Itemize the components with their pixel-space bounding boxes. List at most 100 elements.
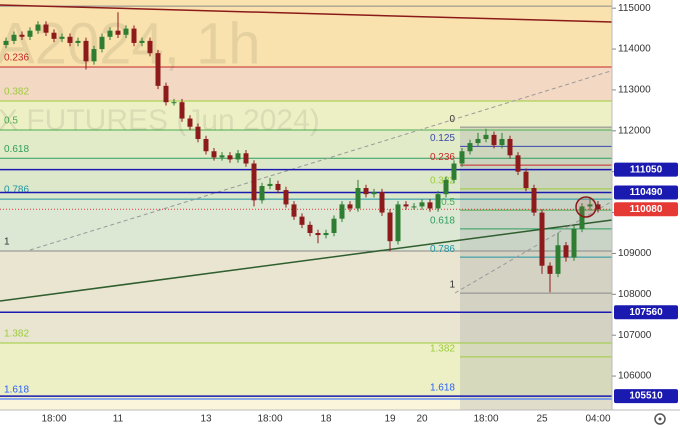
fib-label: 1 [449, 280, 455, 291]
candle-body [99, 36, 105, 50]
x-tick-label: 13 [200, 414, 212, 425]
fib-band [0, 342, 612, 399]
candle-body [475, 138, 481, 144]
candle-body [395, 204, 401, 242]
gear-center[interactable] [658, 417, 662, 421]
candle-body [115, 30, 121, 35]
x-tick-label: 11 [113, 414, 124, 425]
candle-body [499, 138, 505, 146]
candle-body [403, 204, 409, 207]
candle-body [275, 183, 281, 191]
watermark: A2024, 1h X FUTURES (Jun 2024) [0, 11, 320, 137]
candle-body [91, 49, 97, 62]
fib-label: 0.618 [430, 216, 455, 227]
price-tag [614, 202, 678, 217]
fib-band [0, 199, 612, 251]
fib-label: 0 [449, 114, 455, 125]
fib-label: 0.382 [430, 175, 455, 186]
fib-label: 0.236 [4, 53, 29, 64]
y-tick-label: 106000 [618, 371, 652, 382]
candle-body [571, 228, 577, 258]
candle-body [467, 143, 473, 152]
price-tag-label: 107560 [629, 307, 663, 318]
candle-body [291, 204, 297, 217]
candle-body [139, 40, 145, 43]
candle-body [11, 34, 17, 41]
candle-body [75, 40, 81, 43]
price-tag-label: 110490 [630, 187, 663, 198]
candle-body [315, 233, 321, 236]
candle-body [379, 192, 385, 213]
price-tag-label: 111050 [630, 164, 663, 175]
candle-body [259, 185, 265, 201]
candle-body [443, 179, 449, 195]
candle-body [51, 32, 57, 39]
candle-body [267, 183, 273, 186]
candle-body [171, 102, 177, 104]
candle-body [147, 40, 153, 54]
fib-label: 0 [4, 0, 10, 3]
watermark-title: A2024, 1h [0, 11, 260, 76]
candle-body [347, 204, 353, 209]
settings-button[interactable] [654, 413, 666, 425]
candle-body [195, 126, 201, 139]
y-tick-label: 108000 [618, 289, 652, 300]
price-tag [614, 305, 678, 320]
candle-body [459, 151, 465, 164]
trend-line [0, 4, 613, 23]
candle-body [355, 188, 361, 209]
candle-body [595, 204, 601, 210]
fib-label: 0.382 [4, 87, 29, 98]
fib-label: 0.618 [4, 144, 29, 155]
x-tick-label: 18:00 [473, 414, 498, 425]
fib-label: 1 [4, 237, 10, 248]
candle-body [123, 28, 129, 35]
candle-body [227, 155, 233, 160]
fib-label: 0.5 [441, 197, 455, 208]
fib-label: 0.5 [4, 116, 18, 127]
candle-body [131, 28, 137, 43]
fib-label: 1.382 [430, 344, 455, 355]
overlay [575, 196, 597, 218]
candle-body [283, 190, 289, 205]
candle-body [579, 206, 585, 229]
candle-body [179, 102, 185, 119]
candles [3, 12, 601, 293]
candle-body [531, 188, 537, 213]
y-tick-label: 114000 [618, 44, 651, 55]
trend-line [0, 219, 613, 302]
x-tick-label: 25 [536, 414, 548, 425]
x-tick-label: 18:00 [41, 414, 66, 425]
gear-icon[interactable] [654, 413, 666, 425]
fib-label: 1.382 [4, 329, 29, 340]
background: 0 0.236 0.382 0.5 0.618 0.786 1 1.382 1.618 0 0.12… [0, 0, 612, 411]
candle-body [251, 163, 257, 201]
candle-body [155, 53, 161, 86]
y-tick-label: 113000 [618, 85, 651, 96]
dashed-line [454, 184, 641, 294]
fib-label: 0.786 [430, 244, 455, 255]
fib-area [460, 127, 612, 411]
drawings [0, 4, 680, 397]
candle-body [235, 153, 241, 160]
candle-body [323, 233, 329, 236]
plot-background [0, 0, 612, 410]
candle-body [307, 224, 313, 234]
candle-body [59, 36, 65, 39]
candle-body [547, 265, 553, 274]
candle-body [339, 204, 345, 219]
candle-body [563, 245, 569, 258]
candle-body [187, 118, 193, 127]
fib-label: 0.125 [430, 133, 455, 144]
candle-body [83, 40, 89, 62]
candle-body [491, 134, 497, 146]
fib-label: 0.236 [430, 152, 455, 163]
fib-band [0, 250, 612, 343]
candle-body [19, 34, 25, 37]
fib-band [0, 100, 612, 130]
y-tick-label: 109000 [618, 248, 652, 259]
candle-body [483, 134, 489, 139]
candle-body [387, 212, 393, 242]
candle-body [67, 36, 73, 43]
